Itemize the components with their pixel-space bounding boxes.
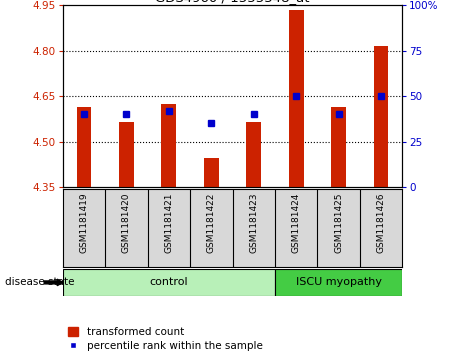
- Bar: [373, 46, 388, 187]
- Text: GSM1181420: GSM1181420: [122, 193, 131, 253]
- Bar: [289, 10, 304, 187]
- Bar: [119, 122, 134, 187]
- Text: ISCU myopathy: ISCU myopathy: [296, 277, 382, 287]
- Text: GSM1181424: GSM1181424: [292, 193, 301, 253]
- Bar: [246, 122, 261, 187]
- Text: GSM1181423: GSM1181423: [249, 193, 258, 253]
- Bar: [77, 107, 92, 187]
- Text: GSM1181422: GSM1181422: [207, 193, 216, 253]
- Bar: [275, 269, 402, 296]
- Bar: [63, 269, 275, 296]
- Bar: [204, 158, 219, 187]
- Text: disease state: disease state: [5, 277, 74, 287]
- Title: GDS4960 / 1555548_at: GDS4960 / 1555548_at: [155, 0, 310, 4]
- Text: GSM1181425: GSM1181425: [334, 193, 343, 253]
- Text: GSM1181426: GSM1181426: [377, 193, 385, 253]
- Text: control: control: [150, 277, 188, 287]
- Bar: [331, 107, 346, 187]
- Legend: transformed count, percentile rank within the sample: transformed count, percentile rank withi…: [68, 327, 263, 351]
- Text: GSM1181419: GSM1181419: [80, 193, 88, 253]
- Text: GSM1181421: GSM1181421: [164, 193, 173, 253]
- Bar: [161, 104, 176, 187]
